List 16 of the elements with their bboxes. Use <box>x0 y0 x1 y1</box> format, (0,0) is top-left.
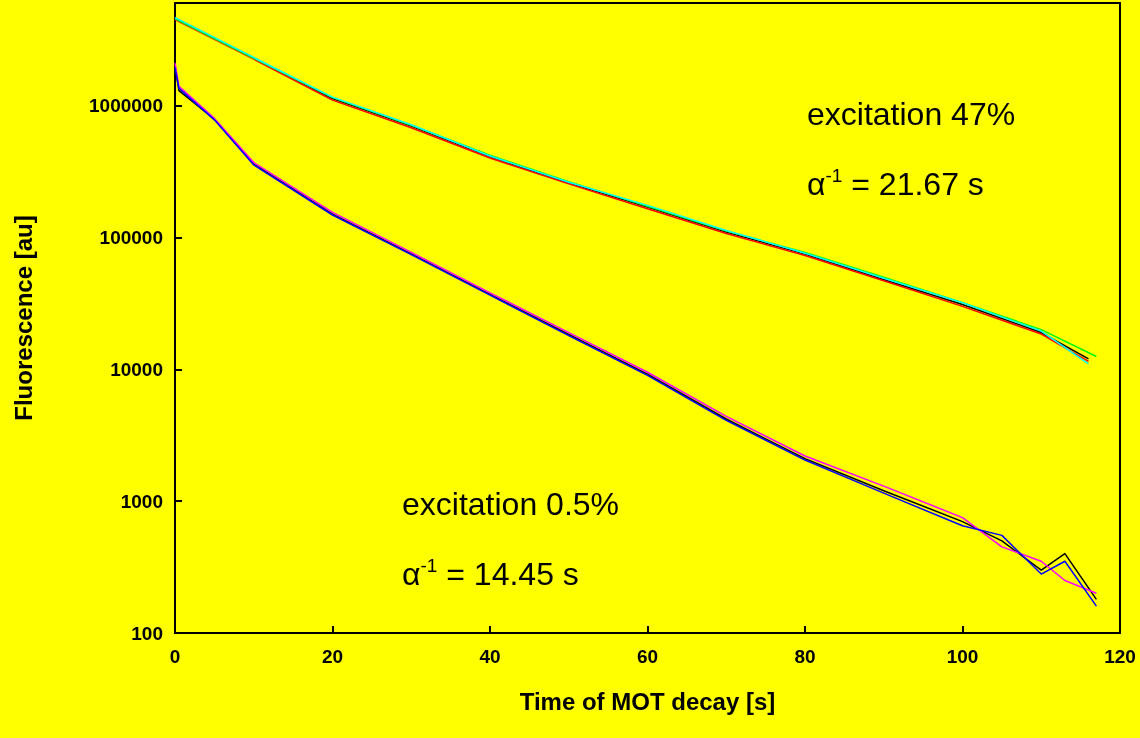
x-tick-label: 60 <box>636 646 659 667</box>
x-tick-label: 0 <box>169 646 181 667</box>
y-axis-title: Fluorescence [au] <box>9 215 37 421</box>
x-tick-label: 40 <box>479 646 501 667</box>
y-tick-label: 10000 <box>110 358 163 380</box>
y-tick-label: 100 <box>131 622 163 644</box>
x-tick-label: 120 <box>1104 646 1136 667</box>
annotation: excitation 0.5% <box>402 486 620 522</box>
y-tick-label: 100000 <box>99 226 163 248</box>
x-tick-label: 80 <box>794 646 816 667</box>
y-tick-label: 1000 <box>120 490 163 512</box>
x-tick-label: 20 <box>321 646 344 667</box>
y-tick-label: 1000000 <box>89 95 163 117</box>
x-axis-title: Time of MOT decay [s] <box>519 687 776 715</box>
annotation: excitation 47% <box>807 96 1016 132</box>
x-tick-label: 100 <box>946 646 979 667</box>
